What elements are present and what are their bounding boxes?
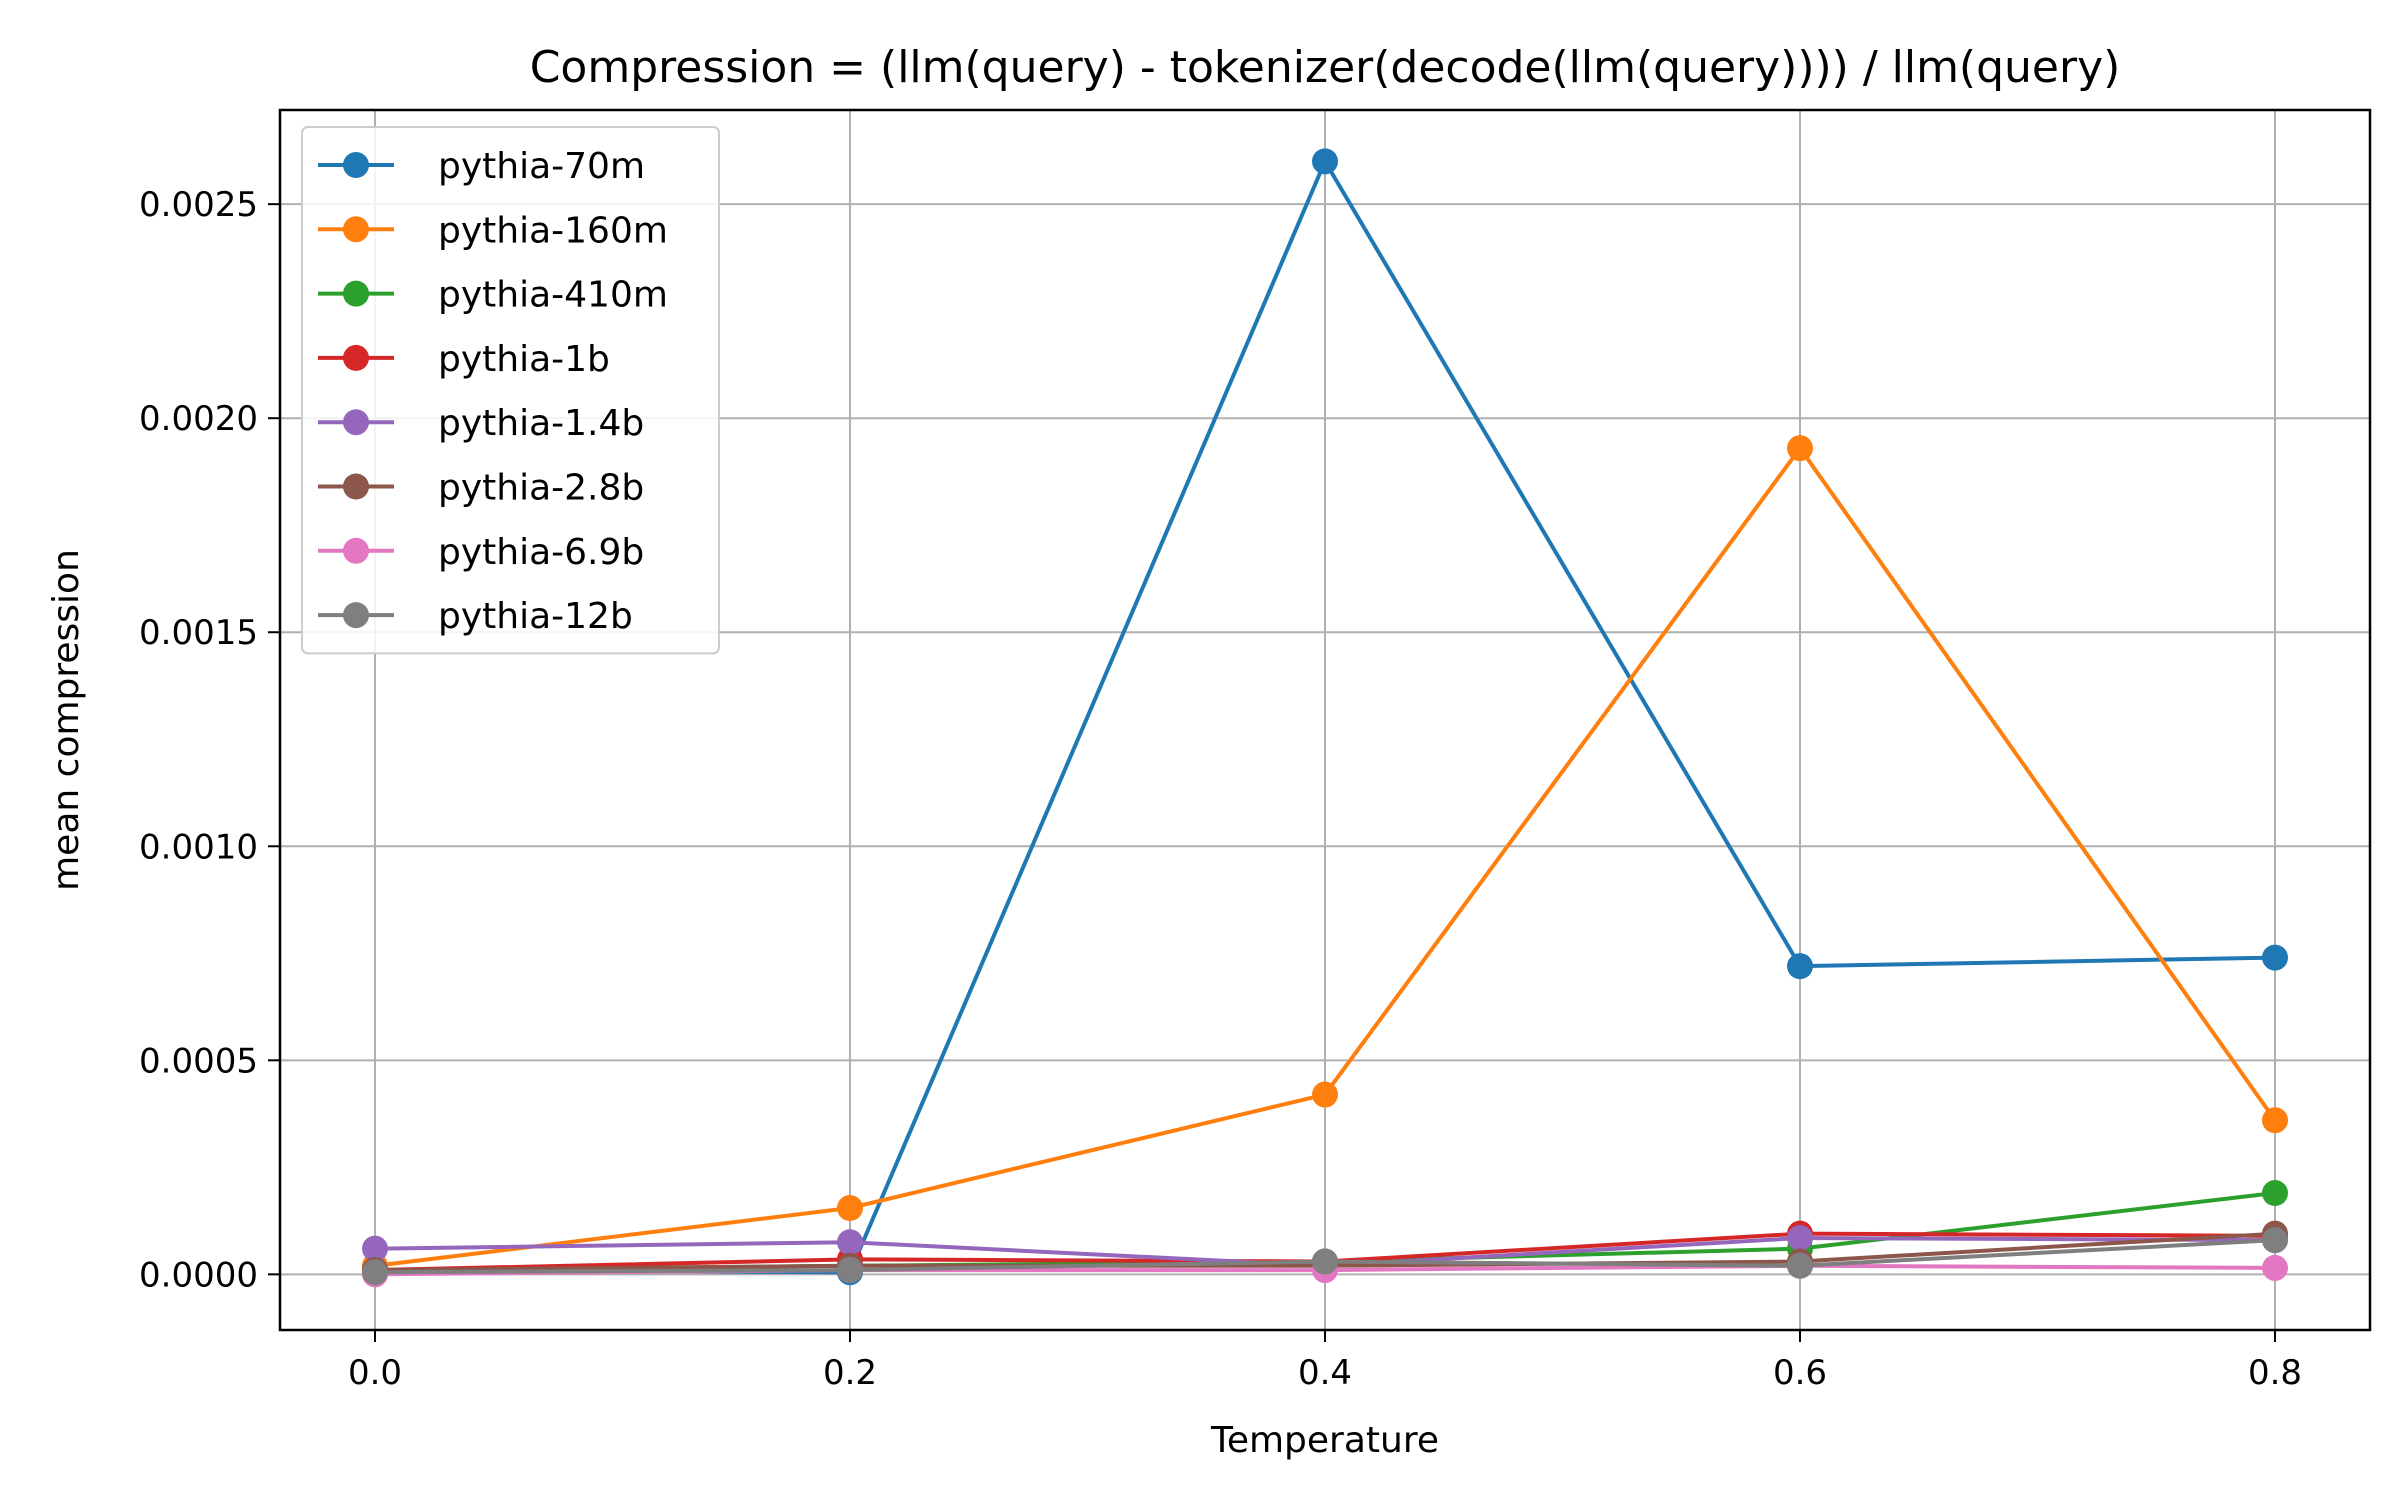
x-tick-label: 0.6 (1773, 1353, 1827, 1393)
legend-entry: pythia-1.4b (318, 403, 644, 444)
legend-label: pythia-160m (438, 210, 668, 251)
legend-entry: pythia-160m (318, 210, 668, 251)
data-point (1312, 1081, 1338, 1108)
legend-marker (343, 280, 369, 307)
data-point (2262, 1227, 2288, 1254)
series-pythia-12b (362, 1227, 2288, 1286)
x-tick-label: 0.8 (2248, 1353, 2302, 1393)
x-tick-label: 0.4 (1298, 1353, 1352, 1393)
x-tick-label: 0.2 (823, 1353, 877, 1393)
legend-marker (343, 152, 369, 178)
legend-label: pythia-12b (438, 596, 633, 637)
legend-label: pythia-1b (438, 339, 610, 380)
legend-entry: pythia-1b (318, 339, 610, 380)
legend-entry: pythia-12b (318, 596, 633, 637)
chart-title: Compression = (llm(query) - tokenizer(de… (530, 42, 2121, 93)
data-point (1787, 953, 1813, 980)
y-tick-label: 0.0015 (139, 613, 258, 653)
data-point (1787, 435, 1813, 462)
data-point (1312, 1248, 1338, 1275)
legend-marker (343, 344, 369, 371)
legend-marker (343, 409, 369, 436)
data-point (2262, 1254, 2288, 1281)
data-point (837, 1257, 863, 1284)
data-point (837, 1229, 863, 1256)
data-point (362, 1259, 388, 1286)
y-axis-title: mean compression (46, 549, 87, 891)
x-axis-title: Temperature (1210, 1420, 1439, 1461)
data-point (1787, 1252, 1813, 1279)
series-lines (362, 148, 2288, 1288)
data-point (2262, 944, 2288, 971)
legend-label: pythia-6.9b (438, 532, 644, 573)
data-point (362, 1235, 388, 1262)
legend-entry: pythia-410m (318, 275, 668, 316)
legend-label: pythia-1.4b (438, 403, 644, 444)
legend-box (301, 126, 720, 655)
y-tick-label: 0.0025 (139, 185, 258, 225)
legend-marker (343, 216, 369, 243)
data-point (837, 1195, 863, 1221)
legend-marker (343, 602, 369, 629)
legend-entry: pythia-2.8b (318, 468, 644, 509)
legend-marker (343, 473, 369, 500)
legend-label: pythia-70m (438, 146, 645, 187)
legend: pythia-70m pythia-160m pythia-410m pythia-1… (301, 126, 720, 655)
data-point (2262, 1107, 2288, 1134)
legend-label: pythia-410m (438, 275, 668, 316)
data-point (1312, 148, 1338, 175)
y-tick-label: 0.0020 (139, 399, 258, 439)
data-point (2262, 1180, 2288, 1207)
legend-label: pythia-2.8b (438, 468, 644, 509)
x-tick-label: 0.0 (348, 1353, 402, 1393)
legend-entry: pythia-6.9b (318, 532, 644, 573)
y-tick-label: 0.0010 (139, 827, 258, 867)
legend-entry: pythia-70m (318, 146, 645, 187)
data-point (1787, 1224, 1813, 1251)
legend-marker (343, 537, 369, 564)
axis-ticks: 0.0 0.2 0.4 0.6 0.8 0.0000 0.0005 0.0010 0.0015 0… (139, 185, 2302, 1393)
y-tick-label: 0.0005 (139, 1041, 258, 1081)
y-tick-label: 0.0000 (139, 1255, 258, 1295)
